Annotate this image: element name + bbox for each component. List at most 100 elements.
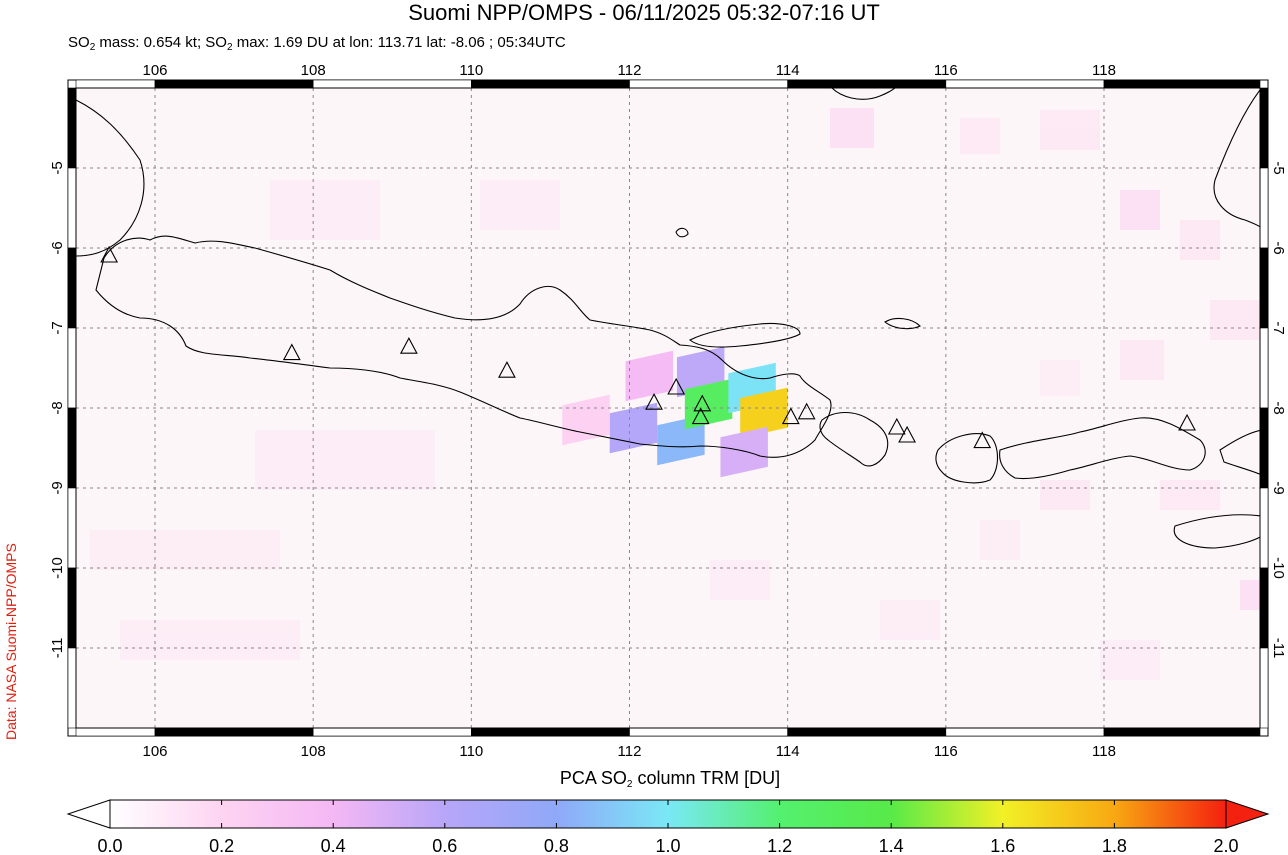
frame-bar-bottom xyxy=(945,727,1105,737)
frame-bar-top xyxy=(154,79,314,89)
frame-bar-bottom xyxy=(1103,727,1261,737)
frame-bar-top xyxy=(312,79,472,89)
map-inner-border xyxy=(75,87,1261,729)
colorbar-max-arrow xyxy=(1225,799,1270,829)
volcano-markers xyxy=(100,245,1196,449)
lat-tick-label-left: -11 xyxy=(49,638,66,659)
map-title: Suomi NPP/OMPS - 06/11/2025 05:32-07:16 … xyxy=(408,0,880,25)
subtitle-mass-prefix: SO xyxy=(68,34,90,51)
lon-tick-label-bottom: 106 xyxy=(142,743,167,760)
colorbar-tick-label: 1.0 xyxy=(655,836,680,855)
colorbar-tick-label: 1.6 xyxy=(990,836,1015,855)
colorbar-ticks: 0.0 0.2 0.4 0.6 0.8 1.0 1.2 1.4 1.6 1.8 2.0 xyxy=(97,800,1239,855)
lon-tick-label-top: 116 xyxy=(934,62,958,79)
so2-pixel xyxy=(740,387,788,439)
noise-patch xyxy=(1210,300,1260,340)
lon-tick-label-top: 106 xyxy=(142,62,167,79)
frame-bar-left xyxy=(67,327,77,409)
frame-bar-left xyxy=(67,247,77,329)
volcano-icon xyxy=(887,417,906,435)
noise-patch xyxy=(1100,640,1160,680)
colorbar-tick-label: 1.2 xyxy=(767,836,792,855)
lon-tick-label-bottom: 108 xyxy=(301,743,326,760)
lon-tick-label-top: 110 xyxy=(459,62,483,79)
lon-tick-label-bottom: 114 xyxy=(776,743,800,760)
colorbar-label-prefix: PCA SO xyxy=(559,768,627,788)
so2-pixel-layer xyxy=(562,346,788,478)
lat-tick-label-right: -8 xyxy=(1270,401,1287,414)
map-grid xyxy=(76,88,1260,728)
frame-bar-left xyxy=(67,87,77,169)
sumba-coastline xyxy=(1173,514,1260,549)
noise-patch xyxy=(1160,480,1220,510)
flores-coastline xyxy=(1219,429,1260,475)
map-subtitle: SO2 mass: 0.654 kt; SO2 max: 1.69 DU at … xyxy=(68,34,566,57)
bali-coastline xyxy=(819,411,889,467)
frame-bar-bottom xyxy=(312,727,472,737)
lon-tick-label-bottom: 118 xyxy=(1092,743,1116,760)
lat-tick-label-right: -10 xyxy=(1270,557,1287,579)
lat-tick-label-left: -9 xyxy=(49,481,66,494)
background-noise xyxy=(90,108,1260,680)
frame-bar-top xyxy=(787,79,947,89)
frame-bar-right xyxy=(1259,487,1269,569)
volcano-icon xyxy=(645,393,663,410)
lat-tick-label-right: -6 xyxy=(1270,241,1287,254)
colorbar-tick-label: 0.6 xyxy=(432,836,457,855)
lat-tick-label-left: -10 xyxy=(49,557,66,579)
lat-tick-label-left: -5 xyxy=(49,161,66,174)
noise-patch xyxy=(90,530,280,570)
lat-tick-label-right: -9 xyxy=(1270,481,1287,494)
lon-tick-label-top: 118 xyxy=(1092,62,1116,79)
so2-pixel xyxy=(625,350,673,402)
noise-patch xyxy=(980,520,1020,560)
lon-tick-label-bottom: 110 xyxy=(459,743,483,760)
lat-tick-label-right: -5 xyxy=(1270,161,1287,174)
noise-patch xyxy=(270,180,380,240)
map-axes: 106 106 108 108 110 110 112 112 114 114 116 116 118 1… xyxy=(49,62,1287,760)
map-frame-bars xyxy=(67,79,1269,737)
volcano-icon xyxy=(797,402,816,420)
lat-tick-label-right: -7 xyxy=(1270,321,1287,334)
frame-bar-left xyxy=(67,167,77,249)
bawean-coastline xyxy=(675,227,689,238)
frame-bar-left xyxy=(67,647,77,729)
frame-bar-top xyxy=(629,79,788,89)
lat-tick-label-right: -11 xyxy=(1270,638,1287,659)
noise-patch xyxy=(1120,190,1160,230)
madura-coastline xyxy=(688,322,801,348)
java-coastline xyxy=(95,235,832,458)
noise-patch xyxy=(1040,480,1090,510)
subtitle-mass-sub: 2 xyxy=(89,42,96,53)
frame-bar-bottom xyxy=(629,727,788,737)
frame-bar-top xyxy=(75,79,156,89)
lat-tick-label-left: -7 xyxy=(49,321,66,334)
sumatra-coastline xyxy=(76,99,145,257)
lat-tick-label-left: -6 xyxy=(49,241,66,254)
noise-patch xyxy=(880,600,940,640)
noise-patch xyxy=(1240,580,1260,610)
lombok-coastline xyxy=(935,433,999,484)
so2-pixel xyxy=(562,394,610,446)
colorbar-tick-label: 1.4 xyxy=(879,836,904,855)
frame-bar-top xyxy=(471,79,630,89)
lon-tick-label-bottom: 116 xyxy=(934,743,958,760)
lon-tick-label-top: 112 xyxy=(618,62,642,79)
volcano-icon xyxy=(399,337,418,354)
frame-bar-right xyxy=(1259,87,1269,169)
subtitle-max-text: max: 1.69 DU at lon: 113.71 lat: -8.06 ;… xyxy=(232,34,566,51)
frame-bar-top xyxy=(1103,79,1261,89)
so2-pixel xyxy=(720,426,768,478)
frame-bar-bottom xyxy=(154,727,314,737)
frame-bar-right xyxy=(1259,407,1269,489)
lat-tick-label-left: -8 xyxy=(49,401,66,414)
subtitle-mass-text: mass: 0.654 kt; SO xyxy=(95,34,227,51)
frame-bar-right xyxy=(1259,167,1269,249)
sumbawa-coastline xyxy=(999,417,1206,480)
colorbar-label: PCA SO2 column TRM [DU] xyxy=(0,768,1288,790)
noise-patch xyxy=(1040,360,1080,396)
frame-bar-right xyxy=(1259,647,1269,729)
volcano-icon xyxy=(1178,413,1196,431)
frame-bar-bottom xyxy=(471,727,630,737)
